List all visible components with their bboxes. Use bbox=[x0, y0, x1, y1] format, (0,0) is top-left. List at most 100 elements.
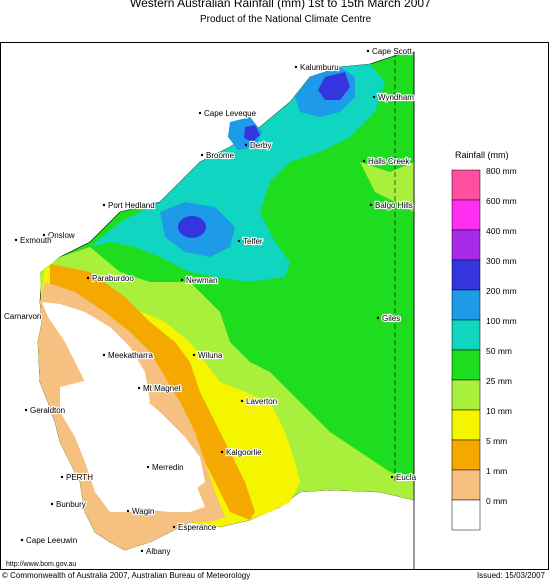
legend-swatch bbox=[451, 349, 481, 381]
place-label: Derby bbox=[250, 141, 271, 150]
band-0mm-south bbox=[95, 442, 205, 512]
legend-swatch bbox=[451, 439, 481, 471]
legend-swatch bbox=[451, 289, 481, 321]
place-dot bbox=[42, 233, 46, 237]
source-url: http://www.bom.gov.au bbox=[6, 561, 77, 568]
place-dot bbox=[60, 475, 64, 479]
band-300mm-b bbox=[318, 72, 350, 100]
band-300mm-c bbox=[244, 125, 260, 142]
map-title: Western Australian Rainfall (mm) bbox=[130, 0, 306, 10]
place-label: Cape Leveque bbox=[204, 109, 257, 118]
legend-label: 0 mm bbox=[486, 496, 507, 506]
place-dot bbox=[369, 203, 373, 207]
legend-swatch bbox=[451, 409, 481, 441]
place-label: Cape Leeuwin bbox=[26, 536, 77, 545]
place-dot bbox=[244, 143, 248, 147]
place-dot bbox=[237, 239, 241, 243]
rainfall-legend: 800 mm 600 mm 400 mm 300 mm 200 mm 100 mm 50 m… bbox=[451, 166, 517, 531]
band-300mm-a bbox=[178, 216, 206, 238]
place-dot bbox=[20, 538, 24, 542]
place-label: Wiluna bbox=[198, 351, 223, 360]
place-dot bbox=[362, 159, 366, 163]
place-label: Telfer bbox=[243, 237, 263, 246]
place-dot bbox=[137, 386, 141, 390]
place-dot bbox=[200, 153, 204, 157]
legend-label: 600 mm bbox=[486, 196, 517, 206]
place-dot bbox=[14, 238, 18, 242]
copyright-notice: © Commonwealth of Australia 2007, Austra… bbox=[2, 571, 251, 580]
legend-label: 50 mm bbox=[486, 346, 512, 356]
legend-label: 25 mm bbox=[486, 376, 512, 386]
legend-label: 300 mm bbox=[486, 256, 517, 266]
place-dot bbox=[220, 450, 224, 454]
legend-label: 5 mm bbox=[486, 436, 507, 446]
place-dot bbox=[390, 475, 394, 479]
place-label: Balgo Hills bbox=[375, 201, 413, 210]
place-label: Broome bbox=[206, 151, 235, 160]
place-label: Paraburdoo bbox=[92, 274, 134, 283]
legend-swatch bbox=[451, 469, 481, 501]
band-0mm-west bbox=[42, 302, 150, 412]
place-label: Merredin bbox=[152, 463, 184, 472]
legend-swatch bbox=[451, 259, 481, 291]
place-label: Port Hedland bbox=[108, 201, 155, 210]
place-label: Exmouth bbox=[20, 236, 52, 245]
place-label: Halls Creek bbox=[368, 157, 410, 166]
place-label: Onslow bbox=[48, 231, 75, 240]
legend-label: 200 mm bbox=[486, 286, 517, 296]
place-dot bbox=[86, 276, 90, 280]
place-dot bbox=[50, 502, 54, 506]
place-label: Laverton bbox=[246, 397, 277, 406]
legend-title: Rainfall (mm) bbox=[455, 150, 509, 160]
band-5mm bbox=[50, 264, 255, 520]
map-subtitle: Product of the National Climate Centre bbox=[200, 14, 372, 25]
place-label: Geraldton bbox=[30, 406, 65, 415]
place-dot bbox=[192, 353, 196, 357]
place-dot bbox=[140, 549, 144, 553]
map-header: Western Australian Rainfall (mm) 1st to … bbox=[0, 0, 549, 40]
place-label: Cape Scott bbox=[372, 47, 412, 56]
place-dot bbox=[198, 111, 202, 115]
legend-label: 800 mm bbox=[486, 166, 517, 176]
place-dot bbox=[240, 399, 244, 403]
place-dot bbox=[180, 278, 184, 282]
legend-swatch bbox=[451, 379, 481, 411]
place-dot bbox=[24, 408, 28, 412]
band-25mm-east bbox=[360, 162, 414, 212]
legend-label: 10 mm bbox=[486, 406, 512, 416]
place-dot bbox=[102, 353, 106, 357]
legend-swatch bbox=[451, 229, 481, 261]
place-dot bbox=[366, 49, 370, 53]
place-label: Bunbury bbox=[56, 500, 86, 509]
place-dot bbox=[126, 509, 130, 513]
place-label: Carnarvon bbox=[4, 312, 41, 321]
place-label: Kalgoorlie bbox=[226, 448, 262, 457]
place-label: Esperance bbox=[178, 523, 217, 532]
legend-swatch bbox=[451, 169, 481, 201]
legend-label: 100 mm bbox=[486, 316, 517, 326]
place-markers: Cape Scott Kalumburu Wyndham Cape Leveque De… bbox=[0, 46, 418, 557]
place-label: Eucla bbox=[396, 473, 417, 482]
rainfall-map-svg: 800 mm 600 mm 400 mm 300 mm 200 mm 100 mm 50 m… bbox=[0, 42, 549, 570]
place-label: Wyndham bbox=[378, 93, 414, 102]
place-dot bbox=[376, 316, 380, 320]
place-label: Albany bbox=[146, 547, 170, 556]
place-dot bbox=[172, 525, 176, 529]
place-dot bbox=[146, 465, 150, 469]
place-label: Mt Magnet bbox=[143, 384, 182, 393]
legend-swatch bbox=[451, 499, 481, 531]
place-label: Wagin bbox=[132, 507, 154, 516]
place-dot bbox=[372, 95, 376, 99]
place-dot bbox=[0, 314, 2, 318]
place-label: Giles bbox=[382, 314, 400, 323]
place-label: Kalumburu bbox=[300, 63, 339, 72]
legend-swatch bbox=[451, 199, 481, 231]
place-dot bbox=[102, 203, 106, 207]
legend-swatch bbox=[451, 319, 481, 351]
map-period: 1st to 15th March 2007 bbox=[308, 0, 431, 10]
place-label: PERTH bbox=[66, 473, 93, 482]
place-label: Newman bbox=[186, 276, 218, 285]
issued-date: Issued: 15/03/2007 bbox=[476, 571, 545, 580]
rainfall-map: 800 mm 600 mm 400 mm 300 mm 200 mm 100 mm 50 m… bbox=[0, 42, 549, 570]
legend-label: 1 mm bbox=[486, 466, 507, 476]
